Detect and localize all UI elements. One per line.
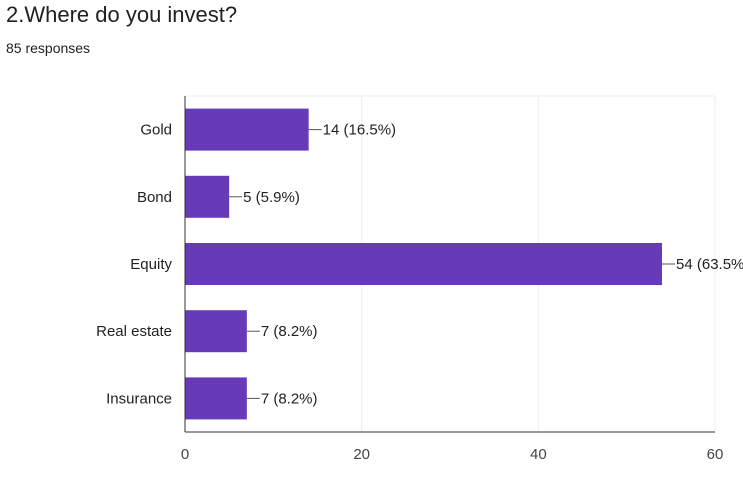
category-label: Insurance	[106, 390, 172, 407]
data-label: 5 (5.9%)	[243, 189, 300, 206]
x-tick-label: 20	[353, 446, 370, 463]
category-label: Real estate	[96, 323, 172, 340]
data-label: 54 (63.5%)	[676, 256, 743, 273]
question-title: 2.Where do you invest?	[6, 2, 238, 27]
bar	[185, 108, 309, 151]
category-label: Gold	[140, 122, 172, 139]
category-label: Bond	[137, 189, 172, 206]
x-tick-label: 0	[181, 446, 189, 463]
data-label: 7 (8.2%)	[261, 390, 318, 407]
bar	[185, 377, 247, 420]
bar	[185, 243, 662, 285]
category-label: Equity	[130, 256, 172, 273]
data-label: 7 (8.2%)	[261, 323, 318, 340]
bar	[185, 175, 230, 218]
response-count: 85 responses	[6, 40, 91, 56]
bar	[185, 310, 247, 353]
data-label: 14 (16.5%)	[323, 122, 396, 139]
x-tick-label: 60	[707, 446, 724, 463]
x-tick-label: 40	[530, 446, 547, 463]
